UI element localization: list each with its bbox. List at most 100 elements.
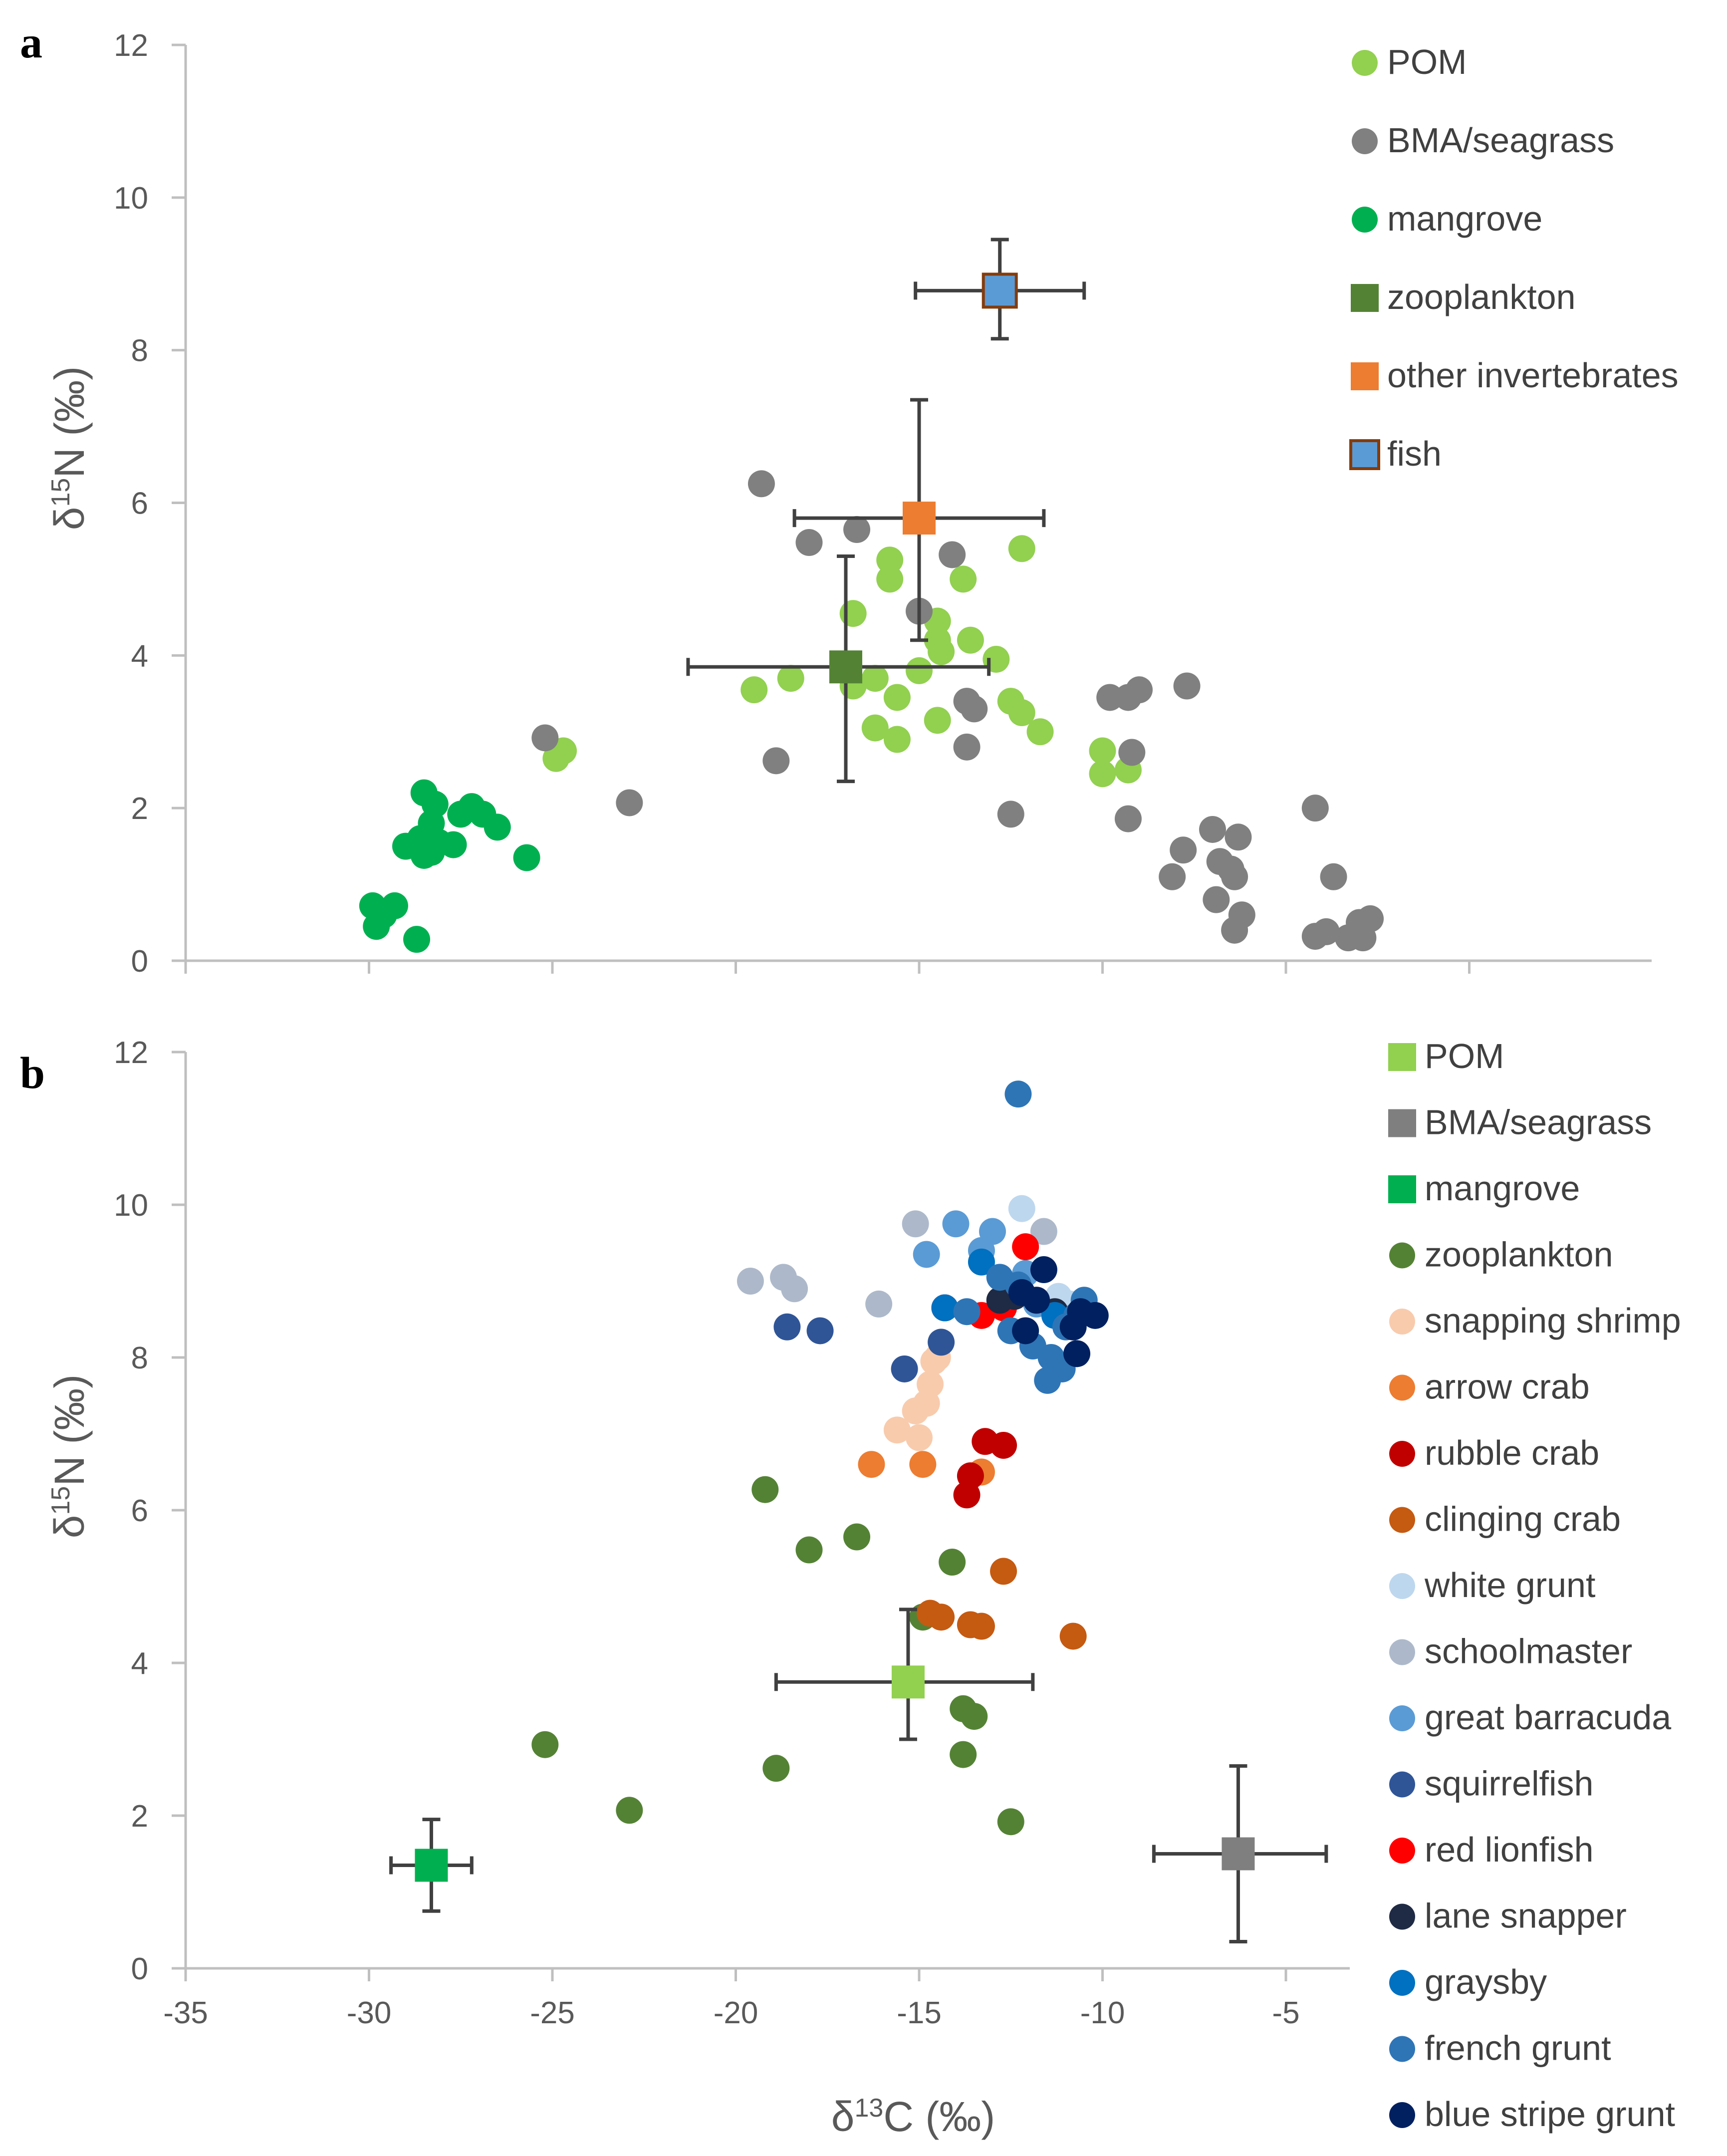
panel-a-legend-item-mangrove: mangrove bbox=[1352, 199, 1542, 238]
panel-a-point-bma-seagrass bbox=[616, 789, 643, 816]
panel-b-legend-swatch bbox=[1388, 1043, 1416, 1071]
panel-a-point-bma-seagrass bbox=[1126, 676, 1153, 704]
panel-b-y-tick-label: 10 bbox=[114, 1188, 148, 1223]
panel-a-y-tick-label: 4 bbox=[131, 639, 148, 673]
panel-a-legend: POM BMA/seagrass mangrove zooplankton other … bbox=[1349, 42, 1679, 473]
panel-b-x-tick-label: -10 bbox=[1080, 1996, 1125, 2030]
panel-b-marker-mangrove bbox=[415, 1849, 448, 1882]
panel-b-series-schoolmaster bbox=[737, 1210, 1057, 1318]
panel-b-point-graysby bbox=[968, 1248, 995, 1276]
panel-b-legend-item-snapping-shrimp: snapping shrimp bbox=[1389, 1301, 1681, 1340]
panel-b-x-tick-label: -5 bbox=[1272, 1996, 1299, 2030]
panel-b-x-axis-title: δ13C (‰) bbox=[831, 2093, 995, 2140]
panel-a-point-pom bbox=[861, 714, 889, 742]
panel-b-point-zooplankton bbox=[961, 1703, 988, 1730]
panel-a-marks bbox=[359, 238, 1384, 953]
panel-a-point-pom bbox=[1089, 760, 1116, 788]
panel-b-point-great-barracuda bbox=[942, 1210, 970, 1238]
panel-a-legend-item-other-invertebrates: other invertebrates bbox=[1351, 356, 1679, 395]
panel-a-point-bma-seagrass bbox=[843, 516, 871, 543]
panel-b-legend-swatch bbox=[1389, 1970, 1415, 1996]
panel-a-legend-label: BMA/seagrass bbox=[1387, 121, 1614, 160]
panel-a-point-pom bbox=[983, 645, 1010, 673]
panel-b-y-tick-label: 4 bbox=[131, 1646, 148, 1681]
panel-b-errorbar-mangrove bbox=[389, 1818, 474, 1913]
panel-b-y-tick-label: 12 bbox=[114, 1036, 148, 1070]
panel-a-point-bma-seagrass bbox=[1173, 672, 1201, 700]
panel-b-series-rubble-crab bbox=[953, 1428, 1017, 1509]
panel-b-legend-swatch bbox=[1389, 1441, 1415, 1467]
panel-b-legend-item-graysby: graysby bbox=[1389, 1962, 1547, 2001]
panel-b-point-blue-stripe-grunt bbox=[1063, 1340, 1091, 1367]
panel-b-point-squirrelfish bbox=[928, 1329, 955, 1356]
panel-a-legend-swatch bbox=[1351, 284, 1379, 312]
panel-a-label: a bbox=[20, 18, 42, 67]
panel-b-point-great-barracuda bbox=[913, 1241, 940, 1268]
panel-b-legend-item-blue-stripe-grunt: blue stripe grunt bbox=[1389, 2095, 1675, 2134]
panel-b-errorbar-bma-seagrass bbox=[1152, 1764, 1328, 1943]
panel-b-x-tick-label: -25 bbox=[530, 1996, 575, 2030]
panel-a-y-axis-title: δ15N (‰) bbox=[46, 366, 93, 531]
panel-b-legend-swatch bbox=[1389, 1309, 1415, 1335]
panel-a-point-pom bbox=[861, 665, 889, 692]
panel-a-point-bma-seagrass bbox=[1320, 863, 1347, 890]
panel-b-point-clinging-crab bbox=[968, 1613, 995, 1640]
panel-a-point-pom bbox=[876, 546, 904, 574]
panel-b-point-blue-stripe-grunt bbox=[1067, 1298, 1094, 1326]
panel-b-point-arrow-crab bbox=[909, 1451, 937, 1478]
panel-b-legend-label: squirrelfish bbox=[1425, 1764, 1593, 1803]
panel-a-point-bma-seagrass bbox=[1357, 905, 1384, 932]
panel-a-point-pom bbox=[777, 665, 804, 692]
panel-a-point-bma-seagrass bbox=[747, 470, 775, 498]
panel-b-legend-label: arrow crab bbox=[1425, 1367, 1590, 1406]
panel-b-legend-swatch bbox=[1389, 1705, 1415, 1731]
panel-b-marker-pom bbox=[891, 1665, 925, 1699]
panel-b-point-zooplankton bbox=[531, 1731, 559, 1758]
panel-b-legend-label: white grunt bbox=[1424, 1566, 1595, 1605]
panel-a-point-bma-seagrass bbox=[1203, 886, 1230, 913]
panel-b-point-schoolmaster bbox=[865, 1290, 893, 1318]
panel-b-point-rubble-crab bbox=[990, 1431, 1017, 1459]
panel-a-point-mangrove bbox=[403, 926, 431, 953]
panel-b-axes: 0 2 4 6 8 10 12 -35 -30 -25 -20 -15 -10 -5 bbox=[114, 1036, 1350, 2030]
panel-a-point-mangrove bbox=[363, 913, 390, 940]
panel-b-legend-swatch bbox=[1388, 1175, 1416, 1203]
panel-b-point-zooplankton bbox=[751, 1476, 779, 1503]
panel-b-legend-item-mangrove: mangrove bbox=[1388, 1169, 1580, 1208]
panel-a-point-pom bbox=[1026, 718, 1054, 746]
panel-b-legend-swatch bbox=[1389, 1639, 1415, 1665]
panel-a-point-mangrove bbox=[484, 813, 511, 841]
panel-a-point-bma-seagrass bbox=[953, 733, 981, 761]
panel-a-legend-item-fish: fish bbox=[1349, 434, 1442, 473]
panel-a-legend-item-zooplankton: zooplankton bbox=[1351, 277, 1576, 316]
panel-a-marker-other-invertebrates bbox=[903, 502, 936, 535]
panel-b-point-red-lionfish bbox=[1012, 1233, 1039, 1261]
panel-b-point-schoolmaster bbox=[902, 1210, 929, 1238]
panel-b-legend-item-bma-seagrass: BMA/seagrass bbox=[1388, 1103, 1652, 1142]
panel-b-point-blue-stripe-grunt bbox=[1023, 1287, 1050, 1314]
panel-b-legend-label: mangrove bbox=[1425, 1169, 1580, 1208]
panel-a-y-tick-label: 10 bbox=[114, 181, 148, 216]
panel-a-marker-zooplankton bbox=[829, 650, 862, 684]
panel-a-point-bma-seagrass bbox=[939, 541, 966, 568]
panel-a-point-bma-seagrass bbox=[961, 695, 988, 723]
panel-a-point-pom bbox=[883, 726, 911, 753]
panel-b-legend-label: schoolmaster bbox=[1425, 1632, 1632, 1671]
panel-b-point-french-grunt bbox=[1034, 1366, 1061, 1394]
panel-b-y-axis-title: δ15N (‰) bbox=[46, 1374, 93, 1539]
panel-a-axes: 0 2 4 6 8 10 12 bbox=[114, 28, 1652, 979]
panel-a-point-mangrove bbox=[447, 801, 475, 828]
panel-a-point-bma-seagrass bbox=[1170, 836, 1197, 864]
panel-a-point-bma-seagrass bbox=[1225, 823, 1252, 851]
panel-b-legend-swatch bbox=[1389, 1573, 1415, 1599]
panel-a-point-mangrove bbox=[440, 831, 467, 858]
panel-a-legend-label: fish bbox=[1387, 434, 1442, 473]
panel-b-legend-item-white-grunt: white grunt bbox=[1389, 1566, 1595, 1605]
panel-b-point-squirrelfish bbox=[891, 1355, 918, 1382]
panel-b-point-zooplankton bbox=[616, 1797, 643, 1824]
panel-a-y-tick-label: 2 bbox=[131, 792, 148, 826]
panel-a-point-bma-seagrass bbox=[795, 529, 823, 556]
panel-b-y-tick-label: 6 bbox=[131, 1494, 148, 1528]
panel-a-point-bma-seagrass bbox=[1118, 739, 1146, 766]
